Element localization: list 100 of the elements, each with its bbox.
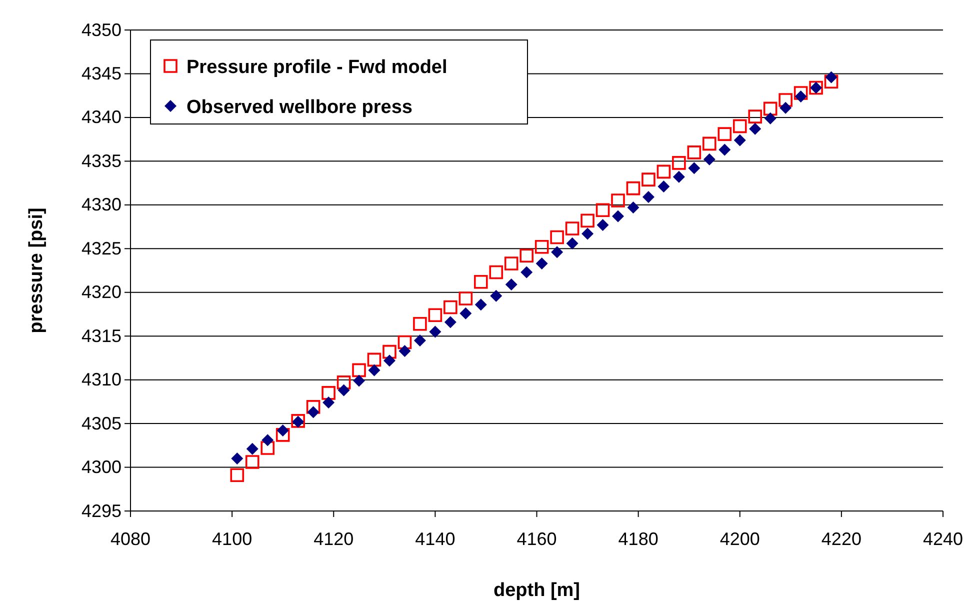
- y-tick-label: 4335: [81, 150, 122, 171]
- point: [367, 352, 382, 367]
- point: [642, 172, 656, 186]
- y-tick-label: 4330: [81, 194, 122, 215]
- point: [428, 308, 442, 322]
- x-tick-label: 4200: [720, 529, 760, 550]
- point: [246, 442, 258, 455]
- point: [748, 110, 762, 124]
- point: [460, 307, 472, 320]
- point: [444, 300, 458, 314]
- point: [824, 74, 838, 88]
- x-tick-label: 4240: [922, 529, 964, 550]
- y-tick-label: 4295: [81, 500, 122, 521]
- point: [505, 278, 518, 290]
- point: [262, 434, 274, 446]
- y-tick-label: 4345: [81, 63, 122, 84]
- y-tick-label: 4325: [81, 238, 122, 258]
- point: [794, 86, 808, 100]
- point: [413, 316, 427, 331]
- point: [474, 274, 488, 289]
- y-tick-label: 4310: [81, 370, 122, 390]
- point: [322, 396, 335, 409]
- point: [474, 298, 487, 311]
- y-tick-label: 4305: [81, 413, 122, 434]
- point: [687, 146, 702, 160]
- point: [490, 290, 502, 302]
- point: [429, 326, 442, 338]
- point: [778, 93, 792, 107]
- x-tick-label: 4140: [415, 529, 456, 550]
- legend-label: Observed wellbore press: [186, 97, 412, 118]
- point: [520, 266, 533, 278]
- x-tick-label: 4220: [821, 529, 862, 550]
- point: [642, 191, 654, 204]
- point: [626, 181, 640, 196]
- point: [580, 214, 594, 228]
- point: [582, 228, 594, 240]
- point: [763, 102, 778, 116]
- point: [703, 153, 716, 166]
- point: [596, 219, 609, 232]
- x-tick-label: 4160: [516, 529, 557, 550]
- point: [336, 376, 351, 390]
- point: [504, 256, 518, 270]
- point: [565, 222, 580, 236]
- point: [306, 400, 320, 414]
- point: [353, 374, 366, 387]
- point: [672, 156, 686, 170]
- x-tick-label: 4120: [314, 529, 354, 550]
- point: [414, 334, 426, 346]
- point: [536, 258, 548, 270]
- point: [612, 210, 624, 222]
- point: [627, 202, 640, 214]
- point: [734, 134, 746, 146]
- y-axis-title: pressure [psi]: [26, 208, 47, 334]
- point: [458, 292, 473, 306]
- point: [780, 102, 792, 114]
- point: [688, 162, 700, 174]
- point: [398, 335, 412, 350]
- y-tick-label: 4300: [81, 457, 122, 478]
- point: [338, 384, 350, 396]
- point: [611, 194, 625, 208]
- point: [382, 344, 396, 359]
- point: [794, 90, 807, 102]
- point: [551, 246, 564, 258]
- x-tick-label: 4180: [618, 529, 658, 550]
- point: [656, 164, 671, 179]
- point: [672, 170, 685, 183]
- point: [352, 363, 366, 378]
- point: [368, 364, 380, 376]
- point: [231, 452, 244, 465]
- point: [307, 406, 320, 418]
- point: [764, 112, 776, 124]
- x-axis-title: depth [m]: [493, 580, 580, 601]
- point: [489, 265, 504, 280]
- point: [702, 136, 716, 151]
- point: [520, 248, 534, 263]
- point: [230, 468, 244, 482]
- point: [658, 180, 670, 193]
- point: [276, 424, 289, 437]
- point: [749, 122, 762, 135]
- point: [534, 240, 549, 254]
- y-tick-label: 4320: [81, 282, 122, 302]
- point: [718, 127, 732, 141]
- y-tick-label: 4350: [81, 20, 122, 40]
- point: [732, 119, 747, 134]
- point: [260, 441, 275, 455]
- point: [550, 230, 564, 244]
- point: [596, 203, 610, 218]
- point: [383, 354, 396, 367]
- point: [322, 386, 336, 400]
- x-tick-label: 4100: [212, 529, 252, 550]
- point: [444, 316, 456, 328]
- y-tick-label: 4315: [81, 326, 122, 346]
- point: [276, 428, 290, 442]
- point: [245, 455, 260, 469]
- x-tick-label: 4080: [110, 529, 151, 550]
- y-tick-label: 4340: [81, 107, 122, 128]
- point: [398, 344, 411, 357]
- legend-label: Pressure profile - Fwd model: [186, 57, 448, 78]
- point: [566, 237, 578, 250]
- point: [825, 71, 838, 84]
